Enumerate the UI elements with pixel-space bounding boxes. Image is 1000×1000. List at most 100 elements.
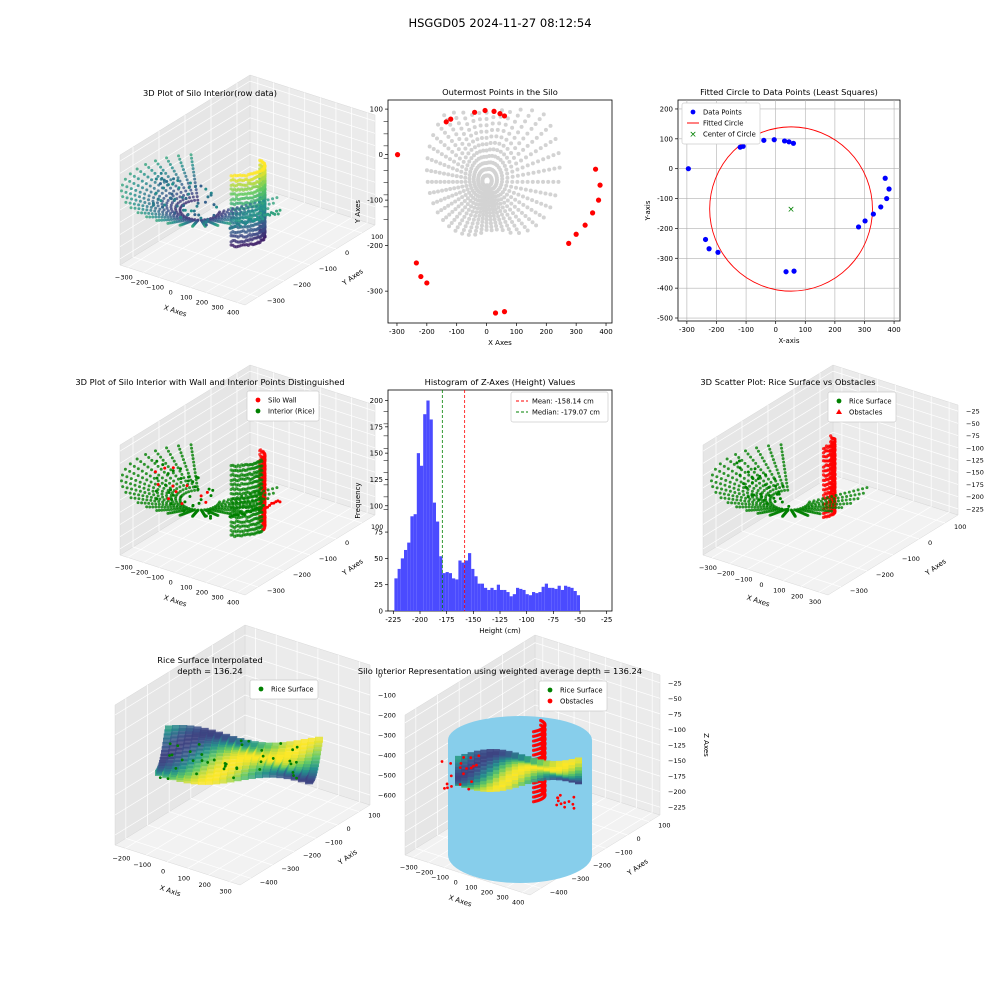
histogram-bar [551, 587, 555, 611]
rice-point [288, 759, 292, 763]
rice-point [760, 495, 764, 499]
interior-point [271, 487, 275, 491]
data-point [154, 177, 158, 181]
outer-point [418, 273, 424, 280]
surface-patch [210, 746, 219, 753]
data-point [525, 143, 530, 148]
interior-point [133, 496, 137, 500]
surface-patch [297, 758, 306, 765]
data-point [194, 188, 198, 192]
z-tick-label: −175 [668, 773, 686, 781]
rice-point [754, 503, 758, 507]
rice-point [166, 777, 170, 780]
data-point [468, 213, 473, 218]
data-point [533, 122, 538, 127]
data-point [530, 179, 535, 184]
surface-patch [299, 747, 308, 754]
data-point [493, 198, 498, 203]
x-tick-label: −300 [400, 864, 418, 872]
interior-point [216, 514, 220, 518]
data-point [514, 185, 519, 190]
data-point [456, 162, 461, 167]
interior-point [153, 499, 157, 503]
interior-point [165, 446, 169, 450]
data-point [495, 127, 500, 132]
rice-point [779, 478, 783, 482]
data-point [505, 116, 510, 121]
data-point [508, 207, 513, 212]
data-point [165, 218, 169, 222]
interior-point [179, 480, 183, 484]
rice-point [835, 502, 839, 506]
interior-point [231, 503, 235, 507]
chart-title: Histogram of Z-Axes (Height) Values [425, 377, 576, 387]
data-point [488, 214, 493, 219]
rice-point [758, 453, 762, 457]
rice-point [746, 479, 750, 483]
surface-patch [190, 737, 199, 744]
x-tick-label: 200 [196, 299, 208, 307]
obstacle-point [821, 451, 826, 455]
grid-y [158, 131, 285, 282]
histogram-bar [564, 585, 568, 611]
surface-patch [182, 746, 191, 753]
rice-point [755, 446, 759, 450]
data-point [502, 195, 507, 200]
grid-z [119, 80, 376, 162]
interior-point [229, 473, 233, 477]
rice-point [771, 458, 775, 462]
x-tick-label: −300 [115, 274, 133, 282]
data-point [526, 113, 531, 118]
surface-patch [486, 758, 494, 765]
rice-point [195, 772, 198, 776]
x-axis-label: X Axes [163, 594, 188, 609]
data-point [478, 123, 483, 128]
surface-patch [215, 731, 223, 738]
interior-point [183, 461, 187, 465]
rice-point [767, 493, 771, 497]
interior-point [207, 487, 211, 491]
data-point [225, 218, 229, 222]
histogram-bar [445, 572, 449, 611]
interior-point [175, 487, 179, 491]
data-point [150, 168, 154, 172]
data-point [499, 197, 504, 202]
data-point [190, 192, 194, 196]
data-point [516, 151, 521, 156]
x-tick-label: -100 [519, 616, 535, 624]
surface-patch [199, 768, 208, 775]
data-point [504, 192, 509, 197]
data-point [509, 141, 514, 146]
data-point [237, 219, 241, 223]
x-tick-label: −100 [735, 575, 753, 583]
surface-patch [199, 772, 208, 779]
data-point [495, 148, 500, 153]
data-point [499, 182, 504, 187]
legend-entry: Median: -179.07 cm [532, 409, 600, 417]
data-point [257, 218, 261, 222]
data-point [440, 188, 445, 193]
data-point [245, 220, 249, 224]
obstacle-point [821, 465, 826, 469]
data-point [162, 178, 166, 182]
data-point [553, 136, 558, 141]
data-point [556, 179, 561, 184]
data-point [164, 194, 168, 198]
data-point [468, 229, 473, 234]
y-tick-label: −200 [293, 571, 311, 579]
data-point [499, 212, 504, 217]
grid-x [190, 97, 321, 288]
rice-point [158, 776, 162, 780]
interior-point [164, 479, 168, 483]
data-point [187, 192, 191, 196]
data-point [435, 199, 440, 204]
rice-point [749, 467, 753, 471]
interior-point [248, 492, 252, 496]
data-point [513, 146, 518, 151]
data-point [466, 207, 471, 212]
rice-point [731, 476, 735, 480]
chart-title: 3D Plot of Silo Interior(row data) [143, 88, 277, 98]
data-point [153, 180, 157, 184]
obstacle-point [531, 800, 536, 804]
legend-box [827, 391, 897, 423]
